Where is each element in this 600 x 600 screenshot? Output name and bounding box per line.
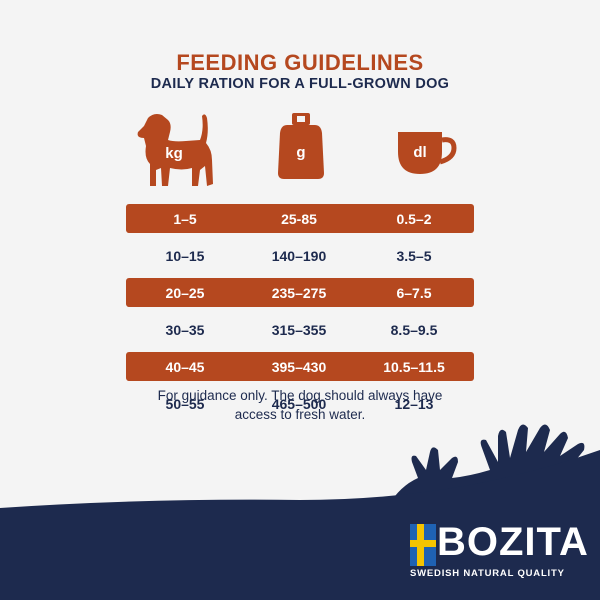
dl-cell: 6–7.5 — [396, 284, 432, 301]
dog-icon — [137, 114, 213, 186]
table-row: 40–45 395–430 10.5–11.5 — [126, 352, 474, 381]
kg-cell: 30–35 — [165, 321, 205, 338]
swedish-flag-icon — [410, 524, 436, 566]
dog-icon-label: kg — [165, 145, 183, 162]
brand-tagline: SWEDISH NATURAL QUALITY — [410, 568, 565, 579]
weight-icon — [278, 113, 324, 179]
brand-logo: BOZITA — [437, 520, 589, 564]
guidance-note: For guidance only. The dog should always… — [157, 388, 443, 422]
weight-icon-label: g — [296, 144, 306, 161]
grams-cell: 25-85 — [281, 210, 317, 227]
dl-cell: 0.5–2 — [396, 210, 432, 227]
grams-cell: 235–275 — [271, 284, 327, 301]
page-title: FEEDING GUIDELINES — [176, 50, 424, 75]
grams-cell: 140–190 — [271, 247, 327, 264]
table-row: 50–55 465–500 12–13 — [126, 389, 474, 418]
table-row: 30–35 315–355 8.5–9.5 — [126, 315, 474, 344]
kg-cell: 20–25 — [165, 284, 205, 301]
grams-cell: 315–355 — [271, 321, 327, 338]
table-row: 1–5 25-85 0.5–2 — [126, 204, 474, 233]
grams-cell: 465–500 — [271, 395, 327, 412]
feeding-table: 1–5 25-85 0.5–2 10–15 140–190 3.5–5 20–2… — [126, 204, 474, 426]
dl-cell: 3.5–5 — [396, 247, 432, 264]
dl-cell: 10.5–11.5 — [383, 358, 445, 375]
cup-icon-label: dl — [413, 144, 427, 161]
dl-cell: 12–13 — [394, 395, 434, 412]
kg-cell: 1–5 — [173, 210, 197, 227]
table-row: 10–15 140–190 3.5–5 — [126, 241, 474, 270]
grams-cell: 395–430 — [271, 358, 327, 375]
kg-cell: 50–55 — [165, 395, 205, 412]
dl-cell: 8.5–9.5 — [390, 321, 438, 338]
page-subtitle: DAILY RATION FOR A FULL-GROWN DOG — [150, 76, 450, 92]
cup-icon — [398, 132, 457, 174]
kg-cell: 40–45 — [165, 358, 205, 375]
kg-cell: 10–15 — [165, 247, 205, 264]
table-row: 20–25 235–275 6–7.5 — [126, 278, 474, 307]
